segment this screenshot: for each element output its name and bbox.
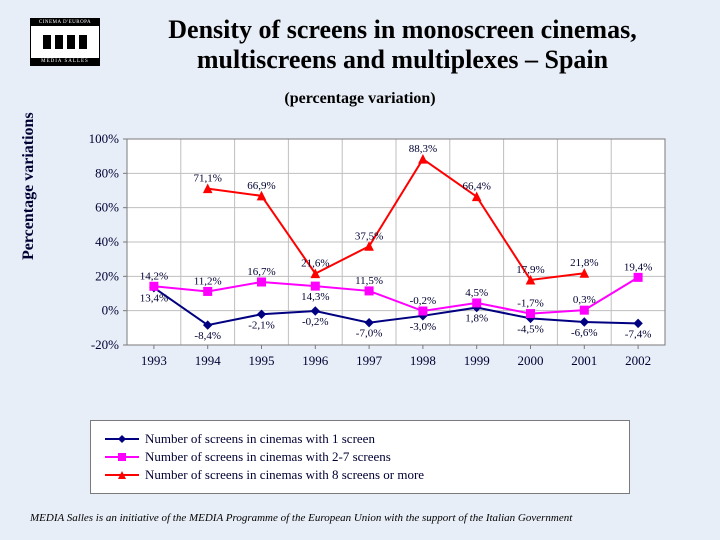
footnote: MEDIA Salles is an initiative of the MED… bbox=[30, 512, 690, 524]
svg-text:80%: 80% bbox=[95, 165, 119, 180]
svg-text:16,7%: 16,7% bbox=[247, 266, 275, 278]
svg-text:21,6%: 21,6% bbox=[301, 258, 329, 270]
svg-text:-4,5%: -4,5% bbox=[517, 323, 544, 335]
legend: Number of screens in cinemas with 1 scre… bbox=[90, 420, 630, 494]
legend-label: Number of screens in cinemas with 2-7 sc… bbox=[145, 449, 391, 465]
logo-bars bbox=[31, 26, 99, 58]
svg-text:71,1%: 71,1% bbox=[193, 173, 221, 185]
page-subtitle: (percentage variation) bbox=[0, 90, 720, 108]
svg-text:1994: 1994 bbox=[195, 353, 222, 368]
logo-bottom-text: MEDIA SALLES bbox=[31, 58, 99, 65]
svg-text:40%: 40% bbox=[95, 234, 119, 249]
svg-text:17,9%: 17,9% bbox=[516, 264, 544, 276]
svg-text:11,5%: 11,5% bbox=[355, 275, 383, 287]
svg-text:-6,6%: -6,6% bbox=[571, 327, 598, 339]
svg-text:-20%: -20% bbox=[91, 337, 119, 352]
svg-text:37,5%: 37,5% bbox=[355, 230, 383, 242]
svg-text:20%: 20% bbox=[95, 268, 119, 283]
svg-text:1997: 1997 bbox=[356, 353, 383, 368]
svg-text:100%: 100% bbox=[89, 131, 120, 146]
svg-text:-3,0%: -3,0% bbox=[410, 321, 437, 333]
legend-label: Number of screens in cinemas with 1 scre… bbox=[145, 431, 375, 447]
svg-text:14,2%: 14,2% bbox=[140, 270, 168, 282]
svg-text:-7,0%: -7,0% bbox=[356, 328, 383, 340]
svg-text:1,8%: 1,8% bbox=[465, 313, 488, 325]
chart-container: 100% 80% 60% 40% 20% 0% -20% 1993 1994 1995 1996 19… bbox=[55, 125, 675, 400]
svg-text:-8,4%: -8,4% bbox=[194, 330, 221, 342]
svg-text:60%: 60% bbox=[95, 200, 119, 215]
svg-text:-2,1%: -2,1% bbox=[248, 319, 275, 331]
svg-text:66,4%: 66,4% bbox=[462, 181, 490, 193]
svg-text:1995: 1995 bbox=[249, 353, 275, 368]
svg-text:1999: 1999 bbox=[464, 353, 490, 368]
svg-text:88,3%: 88,3% bbox=[409, 143, 437, 155]
svg-text:66,9%: 66,9% bbox=[247, 180, 275, 192]
svg-text:-1,7%: -1,7% bbox=[517, 298, 544, 310]
legend-item: Number of screens in cinemas with 1 scre… bbox=[105, 431, 615, 447]
logo-top-text: CINEMA D'EUROPA bbox=[31, 19, 99, 26]
svg-text:13,4%: 13,4% bbox=[140, 293, 168, 305]
line-chart: 100% 80% 60% 40% 20% 0% -20% 1993 1994 1995 1996 19… bbox=[55, 125, 675, 400]
legend-label: Number of screens in cinemas with 8 scre… bbox=[145, 467, 424, 483]
svg-text:-0,2%: -0,2% bbox=[302, 316, 329, 328]
media-salles-logo: CINEMA D'EUROPA MEDIA SALLES bbox=[30, 18, 100, 66]
svg-text:0,3%: 0,3% bbox=[573, 294, 596, 306]
svg-text:-0,2%: -0,2% bbox=[410, 295, 437, 307]
svg-text:14,3%: 14,3% bbox=[301, 291, 329, 303]
legend-item: Number of screens in cinemas with 2-7 sc… bbox=[105, 449, 615, 465]
svg-text:19,4%: 19,4% bbox=[624, 261, 652, 273]
svg-text:2002: 2002 bbox=[625, 353, 651, 368]
svg-text:1996: 1996 bbox=[302, 353, 329, 368]
svg-text:1993: 1993 bbox=[141, 353, 167, 368]
svg-text:11,2%: 11,2% bbox=[194, 275, 222, 287]
svg-text:0%: 0% bbox=[102, 303, 120, 318]
svg-text:4,5%: 4,5% bbox=[465, 287, 488, 299]
svg-text:-7,4%: -7,4% bbox=[625, 328, 652, 340]
svg-text:2001: 2001 bbox=[571, 353, 597, 368]
svg-text:2000: 2000 bbox=[518, 353, 544, 368]
svg-text:21,8%: 21,8% bbox=[570, 257, 598, 269]
svg-text:1998: 1998 bbox=[410, 353, 436, 368]
page-title: Density of screens in monoscreen cinemas… bbox=[115, 15, 690, 75]
y-axis-title: Percentage variations bbox=[20, 112, 38, 260]
legend-item: Number of screens in cinemas with 8 scre… bbox=[105, 467, 615, 483]
